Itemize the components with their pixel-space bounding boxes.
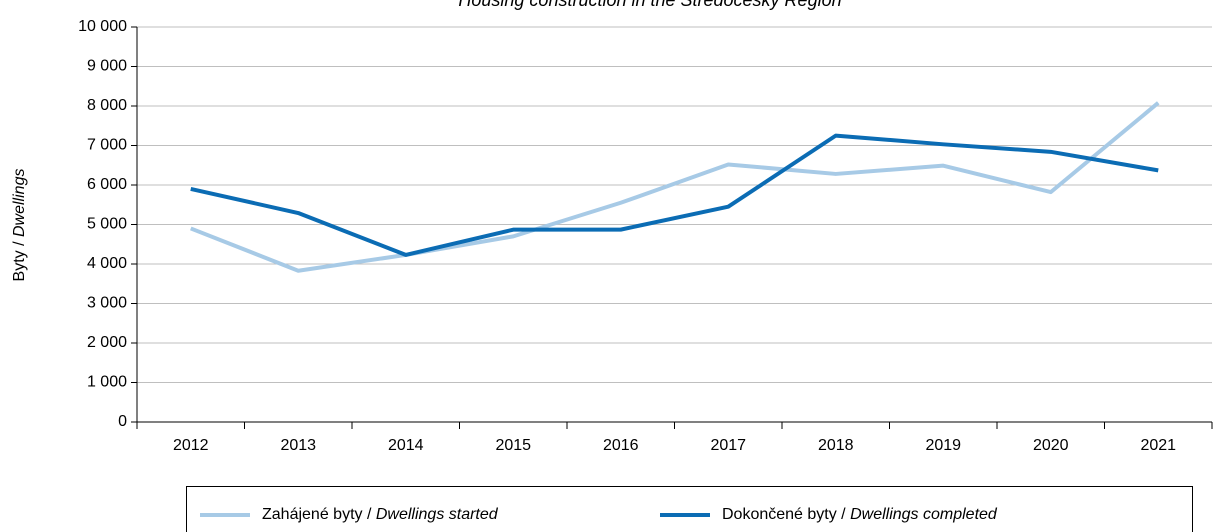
x-tick-label: 2016 — [603, 437, 639, 454]
x-tick-label: 2021 — [1140, 437, 1176, 454]
chart-title: Housing construction in the Středočeský … — [458, 0, 841, 10]
y-tick-label: 6 000 — [87, 176, 127, 193]
x-tick-label: 2013 — [280, 437, 316, 454]
x-tick-label: 2020 — [1033, 437, 1069, 454]
legend-label: Dokončené byty / Dwellings completed — [722, 506, 998, 523]
x-tick-label: 2015 — [495, 437, 531, 454]
y-tick-label: 3 000 — [87, 295, 127, 312]
y-tick-label: 8 000 — [87, 97, 127, 114]
y-tick-label: 1 000 — [87, 374, 127, 391]
legend-box — [186, 486, 1193, 532]
y-tick-label: 2 000 — [87, 334, 127, 351]
x-tick-label: 2014 — [388, 437, 424, 454]
y-tick-label: 4 000 — [87, 255, 127, 272]
x-tick-label: 2017 — [710, 437, 746, 454]
y-tick-label: 0 — [118, 413, 127, 430]
y-tick-label: 5 000 — [87, 216, 127, 233]
y-tick-label: 7 000 — [87, 137, 127, 154]
x-tick-label: 2018 — [818, 437, 854, 454]
x-tick-label: 2019 — [925, 437, 961, 454]
y-axis-label: Byty / Dwellings — [11, 169, 28, 282]
legend-label: Zahájené byty / Dwellings started — [262, 506, 499, 523]
x-tick-label: 2012 — [173, 437, 209, 454]
y-tick-label: 10 000 — [78, 18, 127, 35]
series-line — [190, 133, 1159, 257]
series-line — [190, 101, 1160, 273]
y-tick-label: 9 000 — [87, 58, 127, 75]
